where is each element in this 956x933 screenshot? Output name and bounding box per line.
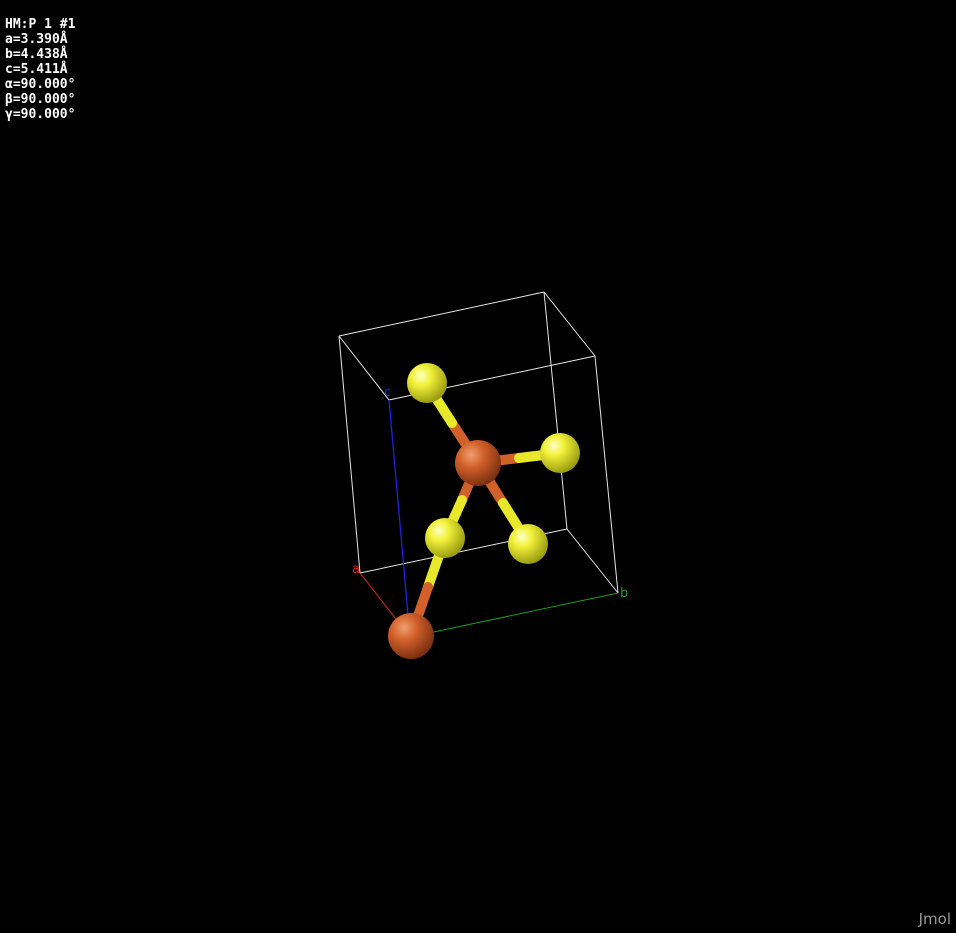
- axis-c-label: c: [384, 385, 391, 400]
- sulfur-atom[interactable]: [540, 433, 580, 473]
- atoms[interactable]: [388, 363, 580, 659]
- cell-edge: [543, 291, 568, 530]
- axis-a-label: a: [352, 562, 360, 577]
- cell-edge: [338, 335, 390, 401]
- space-group-label: HM:P 1 #1: [5, 17, 76, 32]
- cell-param-gamma: γ=90.000°: [5, 107, 76, 122]
- cell-param-a: a=3.390Å: [5, 32, 68, 47]
- cell-edge: [338, 335, 361, 574]
- axis-b-line: [409, 592, 619, 638]
- cell-param-beta: β=90.000°: [5, 92, 76, 107]
- unit-cell-info: HM:P 1 #1 a=3.390Å b=4.438Å c=5.411Å α=9…: [5, 17, 75, 122]
- cell-param-c: c=5.411Å: [5, 62, 68, 77]
- cell-edge: [543, 291, 596, 357]
- sulfur-atom[interactable]: [508, 524, 548, 564]
- cell-edge: [566, 528, 619, 594]
- axis-b-label: b: [620, 586, 628, 601]
- sulfur-atom[interactable]: [407, 363, 447, 403]
- iron-atom[interactable]: [388, 613, 434, 659]
- iron-atom[interactable]: [455, 440, 501, 486]
- sulfur-atom[interactable]: [425, 518, 465, 558]
- cell-edge: [338, 291, 545, 337]
- cell-edge: [594, 355, 619, 594]
- cell-param-alpha: α=90.000°: [5, 77, 76, 92]
- unit-cell-box: [338, 291, 619, 594]
- bonds: [406, 379, 565, 641]
- axis-c-line: [388, 399, 411, 638]
- jmol-watermark: Jmol: [918, 910, 951, 928]
- cell-param-b: b=4.438Å: [5, 47, 68, 62]
